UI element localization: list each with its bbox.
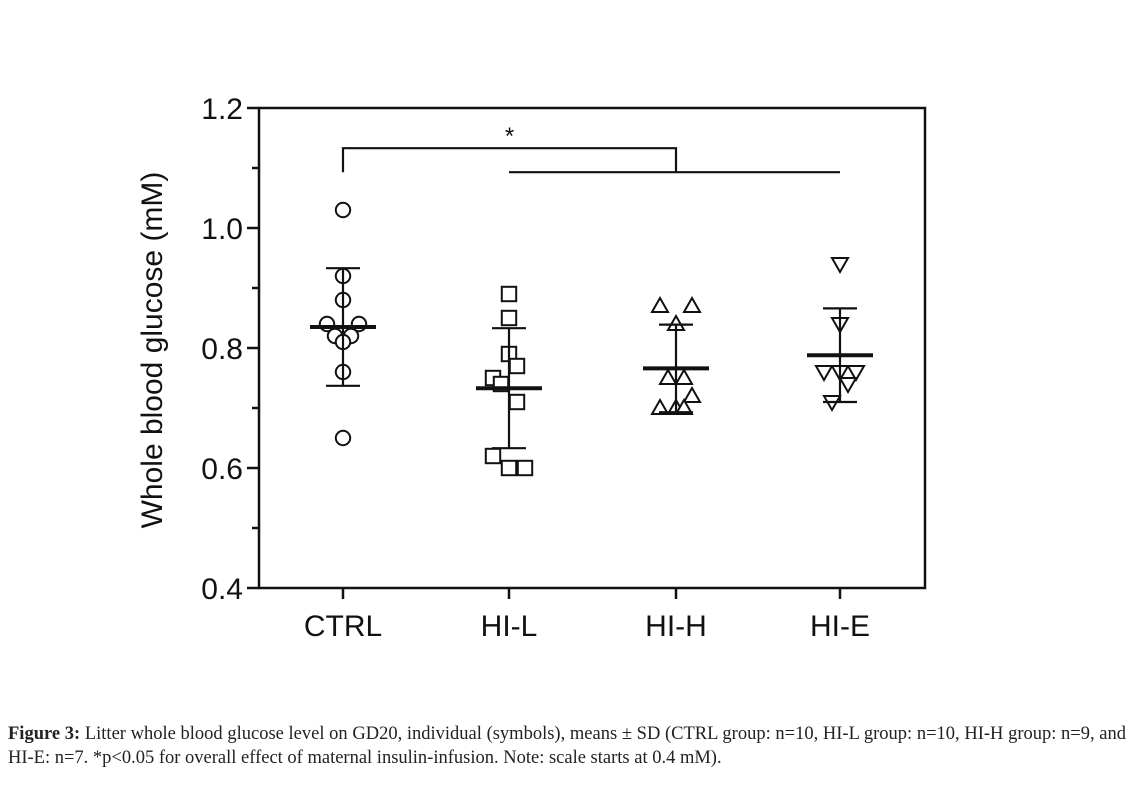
figure-caption: Figure 3: Litter whole blood glucose lev… <box>8 722 1126 770</box>
significance-bracket <box>341 147 678 173</box>
y-axis: 0.4 0.6 0.8 1.0 1.2 <box>201 93 259 606</box>
caption-lead: Figure 3: <box>8 724 81 744</box>
data-point-square <box>508 357 526 375</box>
data-point-triangle-up <box>674 397 694 415</box>
data-point-square <box>500 285 518 303</box>
x-axis: CTRL HI-L HI-H HI-E <box>304 588 870 643</box>
data-point-square <box>508 393 526 411</box>
data-point-triangle-down <box>830 257 850 275</box>
y-tick-label: 0.4 <box>201 573 243 606</box>
y-tick-label: 0.8 <box>201 333 243 366</box>
x-tick-label-hi-h: HI-H <box>645 610 707 643</box>
significance-annotation: * <box>341 123 840 174</box>
data-point-square <box>516 459 534 477</box>
data-point-circle <box>334 201 352 219</box>
data-point-triangle-up <box>674 367 694 385</box>
data-point-square <box>500 309 518 327</box>
data-point-circle <box>334 429 352 447</box>
plot-frame <box>257 106 927 590</box>
group-hi-h <box>643 295 709 415</box>
data-point-square <box>500 459 518 477</box>
caption-text: Litter whole blood glucose level on GD20… <box>8 724 1127 768</box>
group-hi-e <box>807 257 873 413</box>
group-ctrl <box>310 201 376 447</box>
y-tick-label: 1.2 <box>201 93 243 126</box>
x-tick-label-hi-e: HI-E <box>810 610 870 643</box>
glucose-dot-plot: 0.4 0.6 0.8 1.0 1.2 CTRL HI-L HI-H HI-E Whole b… <box>136 93 927 643</box>
data-point-triangle-up <box>650 295 670 313</box>
data-point-triangle-down <box>838 377 858 395</box>
data-point-triangle-up <box>658 367 678 385</box>
y-tick-label: 1.0 <box>201 213 243 246</box>
data-marks <box>310 201 873 477</box>
significance-star: * <box>505 123 514 150</box>
data-point-square <box>484 447 502 465</box>
group-hi-l <box>476 285 542 477</box>
data-point-triangle-down <box>814 365 834 383</box>
data-point-triangle-down <box>846 365 866 383</box>
data-point-triangle-up <box>650 397 670 415</box>
data-point-triangle-up <box>682 385 702 403</box>
data-point-triangle-up <box>682 295 702 313</box>
y-tick-label: 0.6 <box>201 453 243 486</box>
x-tick-label-ctrl: CTRL <box>304 610 382 643</box>
y-axis-title: Whole blood glucose (mM) <box>136 172 169 529</box>
x-tick-label-hi-l: HI-L <box>481 610 538 643</box>
